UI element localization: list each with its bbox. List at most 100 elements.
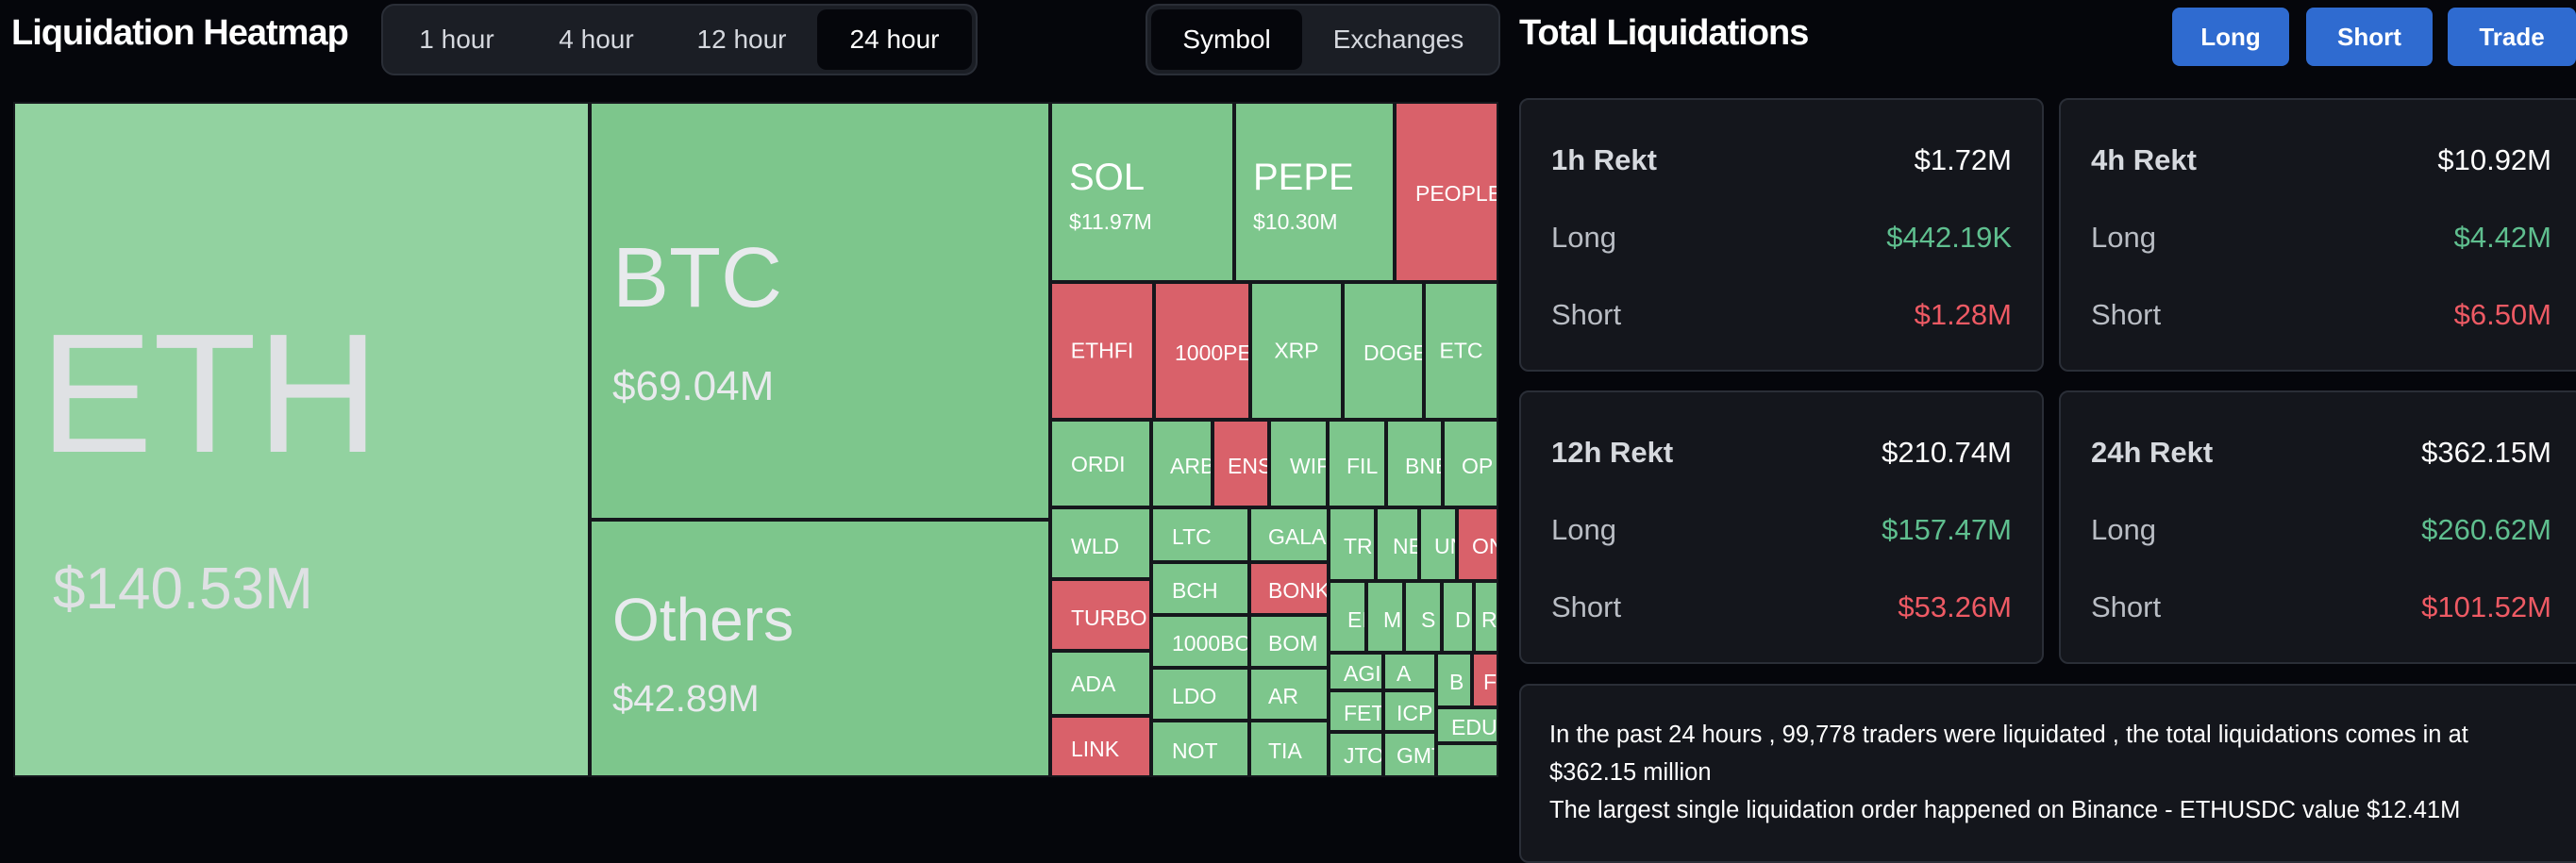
tile-ar[interactable]: FET [1329,690,1383,732]
tile-bome[interactable]: AGI [1329,653,1383,690]
tile-d[interactable]: D [1442,581,1474,653]
tile-value: $10.30M [1253,209,1338,234]
tile-icp[interactable]: EDU [1436,707,1498,743]
tile-agix[interactable]: A [1383,653,1436,690]
tile-symbol: UN [1434,534,1455,558]
tile-1000bonk[interactable]: ADA [1050,651,1151,716]
long-value: $260.62M [2421,513,2551,546]
tile-gmt[interactable] [1436,743,1498,777]
tile-near[interactable]: NE [1376,507,1419,581]
tile-symbol: ARB [1170,454,1213,478]
tile-1000pepe[interactable]: 1000PE [1154,282,1250,420]
timeframe-1h-option[interactable]: 1 hour [419,25,494,54]
tile-symbol: ORDI [1071,452,1126,476]
short-label: Short [2091,590,2162,623]
card-short-row: Short $6.50M [2091,298,2551,332]
tile-link[interactable]: NOT [1151,721,1249,777]
tile-people[interactable]: PEOPLE [1395,102,1498,282]
tile-ethfi[interactable]: ETHFI [1050,282,1154,420]
card-header-row: 24h Rekt $362.15M [2091,436,2551,470]
timeframe-12h-option[interactable]: 12 hour [696,25,787,54]
tile-symbol: EDU [1451,715,1497,739]
timeframe-4h-option[interactable]: 4 hour [559,25,634,54]
tile-wif[interactable]: WIF [1269,420,1328,507]
tile-ondo[interactable]: ON [1457,507,1498,581]
tile-symbol: BTC [612,231,782,325]
tile-symbol: XRP [1274,338,1319,363]
tile-doge[interactable]: DOGE [1343,282,1424,420]
card-long-row: Long $157.47M [1551,513,2012,547]
card-total: $362.15M [2421,436,2551,469]
tile-ldo[interactable]: AR [1249,668,1329,721]
tile-wld[interactable]: WLD [1050,507,1151,579]
tile-ltc[interactable]: LTC [1151,507,1249,562]
tile-m[interactable]: M [1366,581,1404,653]
tile-symbol: TIA [1268,739,1302,763]
tile-value: $140.53M [53,556,313,622]
long-button[interactable]: Long [2172,8,2289,66]
tile-symbol: ON [1472,534,1497,558]
view-symbol-option[interactable]: Symbol [1151,9,1302,70]
tile-ordi[interactable]: ORDI [1050,420,1151,507]
tile-trx[interactable]: TR [1329,507,1376,581]
tile-jto[interactable]: GMT [1383,732,1436,777]
liquidation-summary: In the past 24 hours , 99,778 traders we… [1519,684,2576,863]
rekt-card-4h: 4h Rekt $10.92M Long $4.42M Short $6.50M [2059,98,2576,372]
tile-b[interactable]: FTM [1472,653,1498,707]
card-total: $10.92M [2437,143,2551,176]
tile-sol[interactable]: SOL $11.97M [1050,102,1234,282]
tile-gala[interactable]: GALA [1249,507,1329,562]
tile-symbol: LINK [1071,737,1120,761]
summary-line-1: In the past 24 hours , 99,778 traders we… [1549,722,2468,786]
tile-symbol: TURBO [1071,606,1147,630]
tile-value: $69.04M [612,363,775,409]
tile-tia[interactable]: JTO [1329,732,1383,777]
view-exchanges-option[interactable]: Exchanges [1332,25,1464,54]
timeframe-24h-option[interactable]: 24 hour [817,9,972,70]
tile-r[interactable]: R [1474,581,1498,653]
card-long-row: Long $260.62M [2091,513,2551,547]
tile-btc[interactable]: BTC $69.04M [590,102,1050,520]
tile-s[interactable]: S [1404,581,1442,653]
tile-symbol: FTM [1483,670,1497,694]
tile-bonk[interactable]: BONK [1249,562,1329,615]
long-value: $442.19K [1886,221,2012,254]
tile-arb[interactable]: ARB [1151,420,1213,507]
tile-op[interactable]: OP [1443,420,1498,507]
tile-etc[interactable]: ETC [1424,282,1498,420]
short-value: $1.28M [1914,298,2012,331]
tile-ei[interactable]: EI [1329,581,1366,653]
tile-symbol: BONK [1268,578,1329,603]
short-value: $53.26M [1898,590,2012,623]
tile-fet[interactable]: ICP [1383,690,1436,732]
tile-edu[interactable]: LINK [1050,716,1151,777]
tile-symbol: SOL [1069,157,1146,198]
rekt-card-1h: 1h Rekt $1.72M Long $442.19K Short $1.28… [1519,98,2044,372]
tile-uni[interactable]: UN [1419,507,1457,581]
tile-symbol: OP [1462,454,1494,478]
short-value: $6.50M [2453,298,2551,331]
tile-ens[interactable]: ENS [1213,420,1269,507]
short-button[interactable]: Short [2306,8,2433,66]
tile-pepe[interactable]: PEPE $10.30M [1234,102,1395,282]
tile-symbol: ICP [1397,701,1433,725]
tile-a[interactable]: B [1436,653,1472,707]
trade-button[interactable]: Trade [2448,8,2576,66]
tile-bch[interactable]: BCH [1151,562,1249,615]
tile-ada[interactable]: BOM [1249,615,1329,668]
tile-not[interactable]: TIA [1249,721,1329,777]
tile-fil[interactable]: FIL [1328,420,1386,507]
tile-symbol: AR [1268,684,1298,708]
tile-turbo[interactable]: TURBO [1050,579,1151,651]
tile-symbol: 1000PE [1175,340,1250,365]
tile-symbol: LTC [1172,524,1212,549]
tile-eth[interactable]: ETH $140.53M [13,102,590,777]
tile-symbol: PEPE [1253,157,1354,198]
tile-bnb[interactable]: BNB [1386,420,1443,507]
tile-xrp[interactable]: XRP [1250,282,1343,420]
tile-ftm[interactable]: LDO [1151,668,1249,721]
tile-symbol: S [1421,607,1436,632]
tile-others[interactable]: Others $42.89M [590,520,1050,777]
tile-avax[interactable]: 1000BO [1151,615,1249,668]
tile-symbol: ETH [40,299,379,489]
